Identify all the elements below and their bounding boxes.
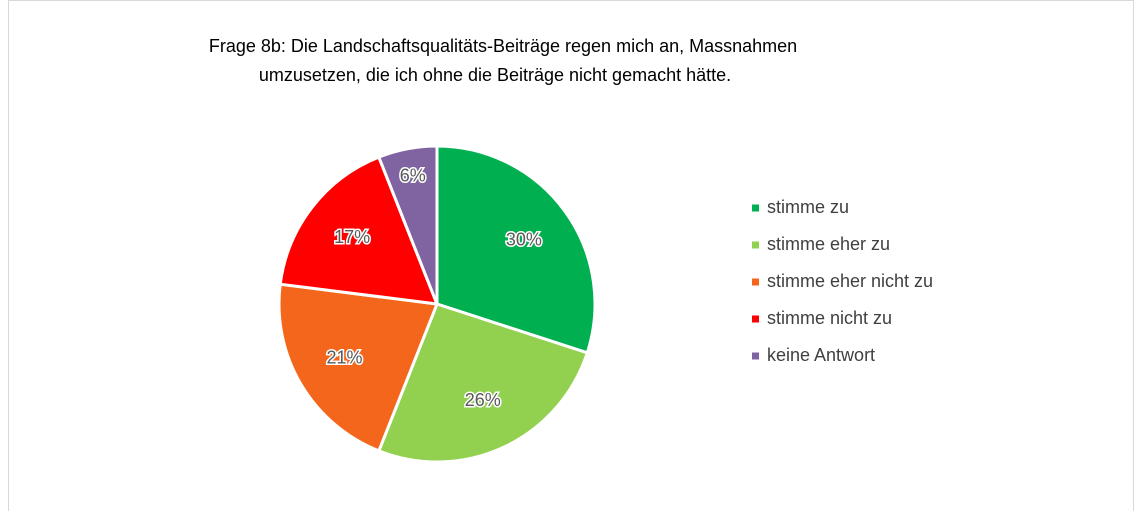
legend-label: stimme eher zu	[767, 234, 890, 254]
pie-slice	[278, 155, 440, 306]
legend-label: stimme nicht zu	[767, 308, 892, 328]
chart-title: Frage 8b: Die Landschaftsqualitäts-Beitr…	[209, 36, 797, 56]
legend-swatch	[752, 204, 759, 212]
data-label: 17%	[334, 227, 370, 247]
legend-swatch	[752, 315, 759, 323]
pie-slice	[435, 144, 597, 355]
pie-slice	[376, 144, 439, 305]
legend-label: keine Antwort	[767, 345, 875, 365]
data-label: 6%	[400, 165, 426, 185]
legend-swatch	[752, 278, 759, 286]
legend-label: stimme eher nicht zu	[767, 271, 933, 291]
data-label: 30%	[506, 230, 542, 250]
chart-title: umzusetzen, die ich ohne die Beiträge ni…	[259, 65, 731, 85]
pie-slice	[376, 302, 590, 464]
pie-slice	[277, 282, 440, 453]
data-label: 26%	[465, 390, 501, 410]
legend-swatch	[752, 352, 759, 360]
legend-label: stimme zu	[767, 197, 849, 217]
data-label: 21%	[327, 347, 363, 367]
legend-swatch	[752, 241, 759, 249]
